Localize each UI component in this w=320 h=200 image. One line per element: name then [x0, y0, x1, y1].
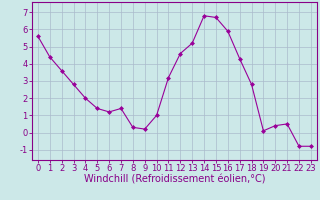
X-axis label: Windchill (Refroidissement éolien,°C): Windchill (Refroidissement éolien,°C): [84, 175, 265, 185]
